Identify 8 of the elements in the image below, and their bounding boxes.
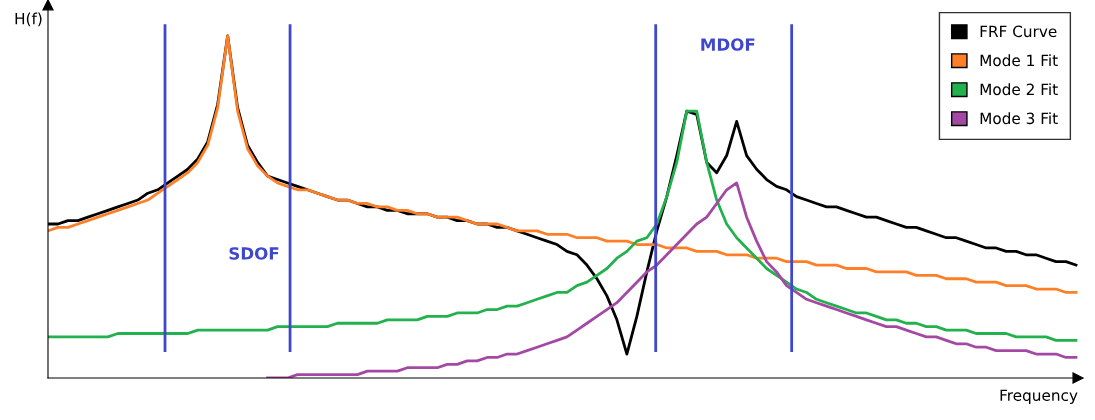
x-axis-title: Frequency	[1000, 389, 1078, 404]
legend-label: Mode 3 Fit	[980, 112, 1058, 125]
legend-label: Mode 1 Fit	[980, 54, 1058, 67]
legend-label: Mode 2 Fit	[980, 83, 1058, 96]
legend-label: FRF Curve	[980, 25, 1057, 38]
y-axis-title: H(f)	[15, 12, 42, 27]
annotation: MDOF	[701, 38, 755, 51]
annotation: SDOF	[229, 247, 279, 260]
